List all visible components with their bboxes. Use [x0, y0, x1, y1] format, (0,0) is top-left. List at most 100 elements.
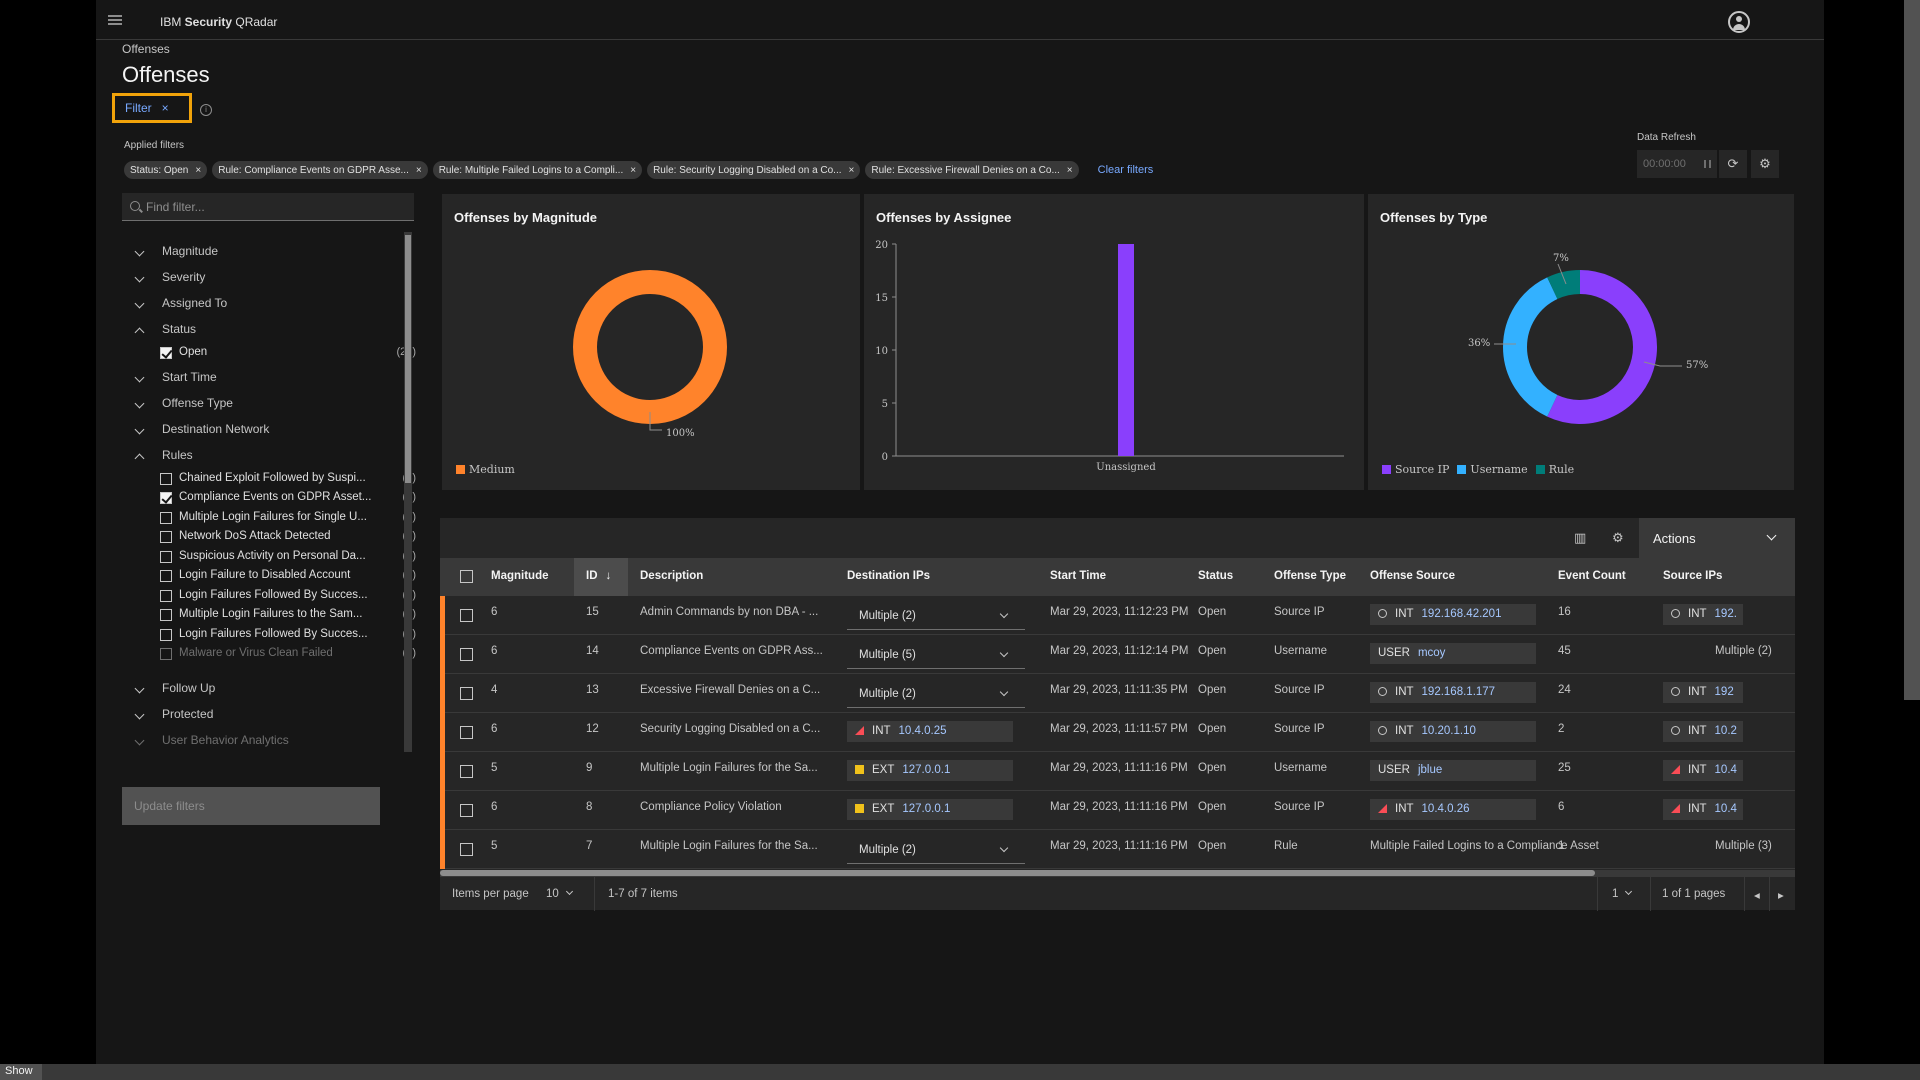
filter-option[interactable]: Login Failures Followed By Succes...(1): [160, 589, 418, 605]
row-checkbox[interactable]: [460, 765, 473, 778]
source-ips-cell[interactable]: Multiple (3): [1715, 840, 1772, 852]
column-header-magnitude[interactable]: Magnitude: [491, 570, 549, 582]
filter-section-start-time[interactable]: Start Time: [122, 370, 412, 386]
ip-tag[interactable]: USER mcoy: [1370, 643, 1536, 664]
filter-section-protected[interactable]: Protected: [122, 707, 412, 723]
close-icon[interactable]: ×: [848, 164, 855, 176]
table-row[interactable]: 6 15 Admin Commands by non DBA - ... Multip…: [440, 596, 1795, 635]
select-all-checkbox[interactable]: [460, 570, 473, 583]
description-cell[interactable]: Admin Commands by non DBA - ...: [640, 606, 819, 618]
filter-section-rules[interactable]: Rules: [122, 448, 412, 464]
table-row[interactable]: 6 12 Security Logging Disabled on a C... IN…: [440, 713, 1795, 752]
page-vertical-scrollbar[interactable]: [1904, 0, 1920, 1064]
ip-tag[interactable]: INT 10.4.0.25: [847, 721, 1013, 742]
ip-tag[interactable]: INT 10.4: [1663, 760, 1743, 781]
ip-tag[interactable]: INT 10.20.1.10: [1370, 721, 1536, 742]
donut-slice[interactable]: [1547, 270, 1657, 424]
breadcrumb[interactable]: Offenses: [122, 42, 170, 56]
row-checkbox[interactable]: [460, 648, 473, 661]
ip-tag[interactable]: INT 10.4.0.26: [1370, 799, 1536, 820]
description-cell[interactable]: Security Logging Disabled on a C...: [640, 723, 821, 735]
filter-option[interactable]: Malware or Virus Clean Failed(1): [160, 647, 418, 663]
next-page-icon[interactable]: ▸: [1778, 890, 1784, 902]
checkbox[interactable]: [160, 511, 172, 524]
info-icon[interactable]: i: [200, 104, 212, 116]
column-header-status[interactable]: Status: [1198, 570, 1233, 582]
columns-icon[interactable]: ▥: [1574, 530, 1587, 545]
gear-icon[interactable]: ⚙: [1751, 150, 1779, 178]
filter-option[interactable]: Login Failure to Disabled Account(1): [160, 569, 418, 585]
row-checkbox[interactable]: [460, 804, 473, 817]
items-per-page-select[interactable]: 10: [546, 887, 573, 900]
checked-checkbox[interactable]: [160, 492, 172, 504]
ip-tag[interactable]: INT 192: [1663, 682, 1743, 703]
close-icon[interactable]: ×: [161, 101, 169, 115]
filter-list-scrollbar[interactable]: [404, 232, 412, 752]
user-avatar-icon[interactable]: [1728, 11, 1750, 33]
pause-icon[interactable]: [1704, 160, 1711, 168]
clear-filters-link[interactable]: Clear filters: [1097, 164, 1154, 176]
row-checkbox[interactable]: [460, 726, 473, 739]
filter-option[interactable]: Multiple Login Failures for Single U...(…: [160, 511, 418, 527]
donut-slice[interactable]: [1547, 270, 1581, 300]
ip-tag[interactable]: INT 192.: [1663, 604, 1743, 625]
previous-page-icon[interactable]: ◂: [1754, 890, 1760, 902]
show-button[interactable]: Show: [0, 1064, 42, 1080]
close-icon[interactable]: ×: [1066, 164, 1073, 176]
table-row[interactable]: 6 8 Compliance Policy Violation EXT 127.0.0.…: [440, 791, 1795, 830]
ip-tag[interactable]: INT 192.168.1.177: [1370, 682, 1536, 703]
description-cell[interactable]: Multiple Login Failures for the Sa...: [640, 762, 818, 774]
table-horizontal-scrollbar[interactable]: [440, 870, 1795, 876]
destination-ips-dropdown[interactable]: Multiple (2): [847, 678, 1025, 708]
close-icon[interactable]: ×: [415, 164, 422, 176]
filter-option[interactable]: Network DoS Attack Detected(3): [160, 530, 418, 546]
ip-tag[interactable]: EXT 127.0.0.1: [847, 760, 1013, 781]
filter-section-severity[interactable]: Severity: [122, 270, 412, 286]
ip-tag[interactable]: INT 10.4: [1663, 799, 1743, 820]
close-icon[interactable]: ×: [195, 164, 202, 176]
checkbox[interactable]: [160, 609, 172, 621]
row-checkbox[interactable]: [460, 687, 473, 700]
actions-dropdown[interactable]: Actions: [1639, 518, 1795, 558]
checkbox[interactable]: [160, 550, 172, 563]
filter-option[interactable]: Login Failures Followed By Succes...(1): [160, 628, 418, 644]
column-header-source-ips[interactable]: Source IPs: [1663, 570, 1722, 582]
scrollbar-thumb[interactable]: [405, 235, 411, 483]
column-header-id[interactable]: ID ↓: [586, 570, 611, 582]
description-cell[interactable]: Multiple Login Failures for the Sa...: [640, 840, 818, 852]
column-header-description[interactable]: Description: [640, 570, 703, 582]
column-header-destination-ips[interactable]: Destination IPs: [847, 570, 930, 582]
destination-ips-dropdown[interactable]: Multiple (2): [847, 834, 1025, 864]
table-row[interactable]: 6 14 Compliance Events on GDPR Ass... Multi…: [440, 635, 1795, 674]
description-cell[interactable]: Compliance Policy Violation: [640, 801, 782, 813]
filter-section-assigned-to[interactable]: Assigned To: [122, 296, 412, 312]
page-select[interactable]: 1: [1612, 887, 1633, 900]
filter-section-status[interactable]: Status: [122, 322, 412, 338]
column-header-offense-source[interactable]: Offense Source: [1370, 570, 1455, 582]
ip-tag[interactable]: USER jblue: [1370, 760, 1536, 781]
table-row[interactable]: 5 7 Multiple Login Failures for the Sa... M…: [440, 830, 1795, 869]
scrollbar-thumb[interactable]: [1904, 0, 1920, 700]
table-row[interactable]: 4 13 Excessive Firewall Denies on a C... Mu…: [440, 674, 1795, 713]
description-cell[interactable]: Excessive Firewall Denies on a C...: [640, 684, 821, 696]
close-icon[interactable]: ×: [630, 164, 637, 176]
checkbox[interactable]: [160, 589, 172, 602]
refresh-icon[interactable]: ⟳: [1719, 150, 1747, 178]
row-checkbox[interactable]: [460, 843, 473, 856]
checkbox[interactable]: [160, 472, 172, 485]
scrollbar-thumb[interactable]: [440, 870, 1595, 876]
source-ips-cell[interactable]: Multiple (2): [1715, 645, 1772, 657]
bar[interactable]: [1118, 244, 1134, 456]
column-header-event-count[interactable]: Event Count: [1558, 570, 1626, 582]
filter-section-destination-network[interactable]: Destination Network: [122, 422, 412, 438]
filter-option[interactable]: Compliance Events on GDPR Asset...(4): [160, 491, 418, 507]
checkbox[interactable]: [160, 570, 172, 582]
sort-descending-icon[interactable]: ↓: [605, 570, 612, 582]
ip-tag[interactable]: INT 192.168.42.201: [1370, 604, 1536, 625]
row-checkbox[interactable]: [460, 609, 473, 622]
filter-section-user-behavior-analytics[interactable]: User Behavior Analytics: [122, 733, 412, 749]
gear-icon[interactable]: ⚙: [1612, 530, 1624, 545]
donut-slice[interactable]: [1503, 277, 1558, 417]
update-filters-button[interactable]: Update filters: [122, 787, 380, 825]
filter-option[interactable]: Chained Exploit Followed by Suspi...(4): [160, 472, 418, 488]
